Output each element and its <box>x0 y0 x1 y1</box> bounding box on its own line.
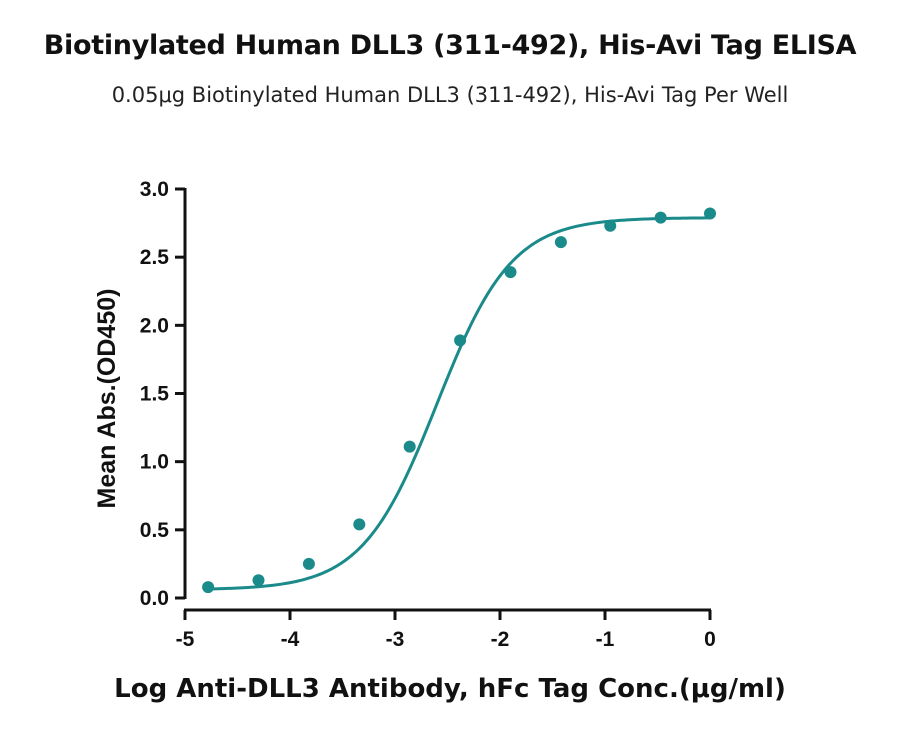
x-tick-label: -4 <box>281 628 300 651</box>
x-tick-label: -3 <box>386 628 405 651</box>
y-tick-label: 2.5 <box>140 246 170 269</box>
x-tick-label: -5 <box>176 628 195 651</box>
data-point <box>202 581 215 594</box>
fit-curve-layer <box>208 216 711 591</box>
axis-labels-layer: 0.0 0.5 1.0 1.5 2.0 2.5 3.0 -5 -4 -3 -2 -1 0 Log Anti… <box>93 178 786 704</box>
chart-subtitle: 0.05μg Biotinylated Human DLL3 (311-492)… <box>111 83 789 107</box>
data-point <box>454 334 467 347</box>
data-point <box>403 440 416 453</box>
data-point <box>252 574 265 587</box>
data-point <box>554 236 567 249</box>
data-points-layer <box>202 207 716 594</box>
y-tick-label: 2.0 <box>140 314 169 337</box>
data-point <box>704 207 716 220</box>
y-tick-label: 3.0 <box>140 178 169 201</box>
chart-axes <box>175 187 712 620</box>
fit-curve <box>208 216 711 591</box>
data-point <box>504 266 517 279</box>
y-tick-label: 1.5 <box>140 383 170 406</box>
data-point <box>302 557 315 570</box>
x-axis-title: Log Anti-DLL3 Antibody, hFc Tag Conc.(μg… <box>114 674 786 704</box>
data-point <box>654 211 667 224</box>
x-tick-label: -2 <box>491 628 510 651</box>
y-tick-label: 0.0 <box>140 587 169 610</box>
data-point <box>353 518 366 531</box>
x-tick-label: -1 <box>596 628 615 651</box>
y-axis-title: Mean Abs.(OD450) <box>93 289 121 509</box>
y-tick-label: 1.0 <box>140 451 169 474</box>
x-tick-label: 0 <box>704 628 716 651</box>
y-tick-label: 0.5 <box>140 519 170 542</box>
chart-title: Biotinylated Human DLL3 (311-492), His-A… <box>43 30 857 61</box>
data-point <box>604 219 617 232</box>
